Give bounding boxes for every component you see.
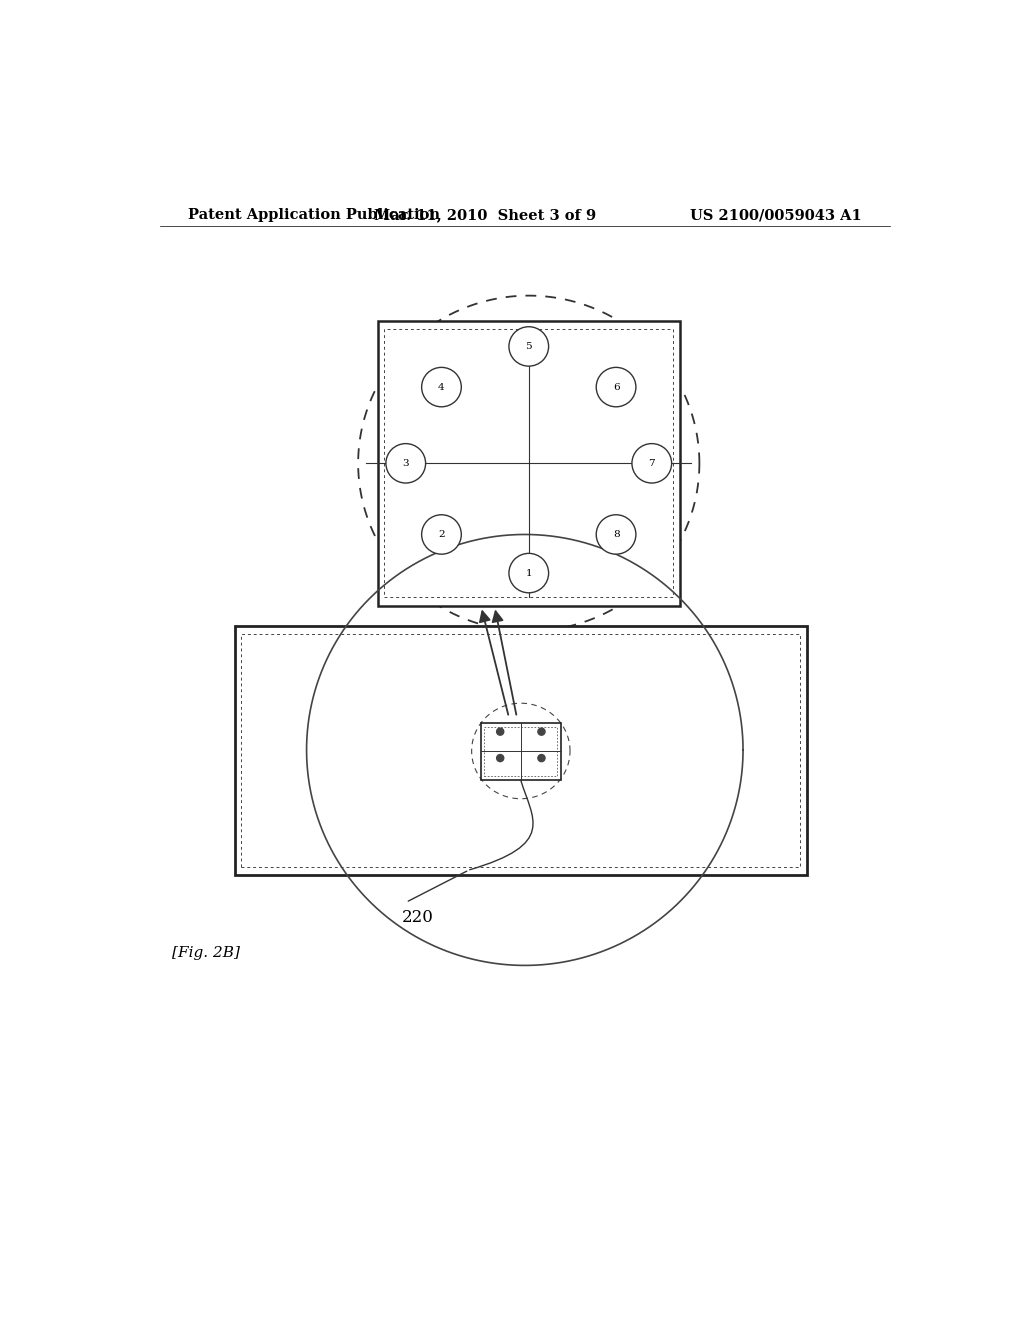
Text: 7: 7 — [648, 459, 655, 467]
Ellipse shape — [596, 515, 636, 554]
FancyArrowPatch shape — [493, 611, 516, 714]
Ellipse shape — [538, 729, 545, 735]
Ellipse shape — [509, 553, 549, 593]
Bar — [484, 726, 557, 776]
Text: 2: 2 — [438, 529, 444, 539]
Text: Patent Application Publication: Patent Application Publication — [187, 209, 439, 222]
Ellipse shape — [422, 515, 461, 554]
Ellipse shape — [386, 444, 426, 483]
Bar — [481, 722, 560, 780]
Ellipse shape — [422, 367, 461, 407]
Text: 8: 8 — [612, 529, 620, 539]
Ellipse shape — [509, 327, 549, 366]
Text: [Fig. 2B]: [Fig. 2B] — [172, 946, 240, 960]
Bar — [242, 634, 800, 867]
Bar — [378, 321, 680, 606]
Text: US 2100/0059043 A1: US 2100/0059043 A1 — [690, 209, 862, 222]
Text: 220: 220 — [401, 908, 434, 925]
Bar — [236, 626, 807, 875]
Ellipse shape — [538, 755, 545, 762]
Text: 3: 3 — [402, 459, 409, 467]
Text: 6: 6 — [612, 383, 620, 392]
Ellipse shape — [632, 444, 672, 483]
Text: 4: 4 — [438, 383, 444, 392]
Ellipse shape — [497, 729, 504, 735]
Ellipse shape — [497, 755, 504, 762]
Bar — [384, 329, 673, 598]
Text: Mar. 11, 2010  Sheet 3 of 9: Mar. 11, 2010 Sheet 3 of 9 — [374, 209, 596, 222]
Ellipse shape — [596, 367, 636, 407]
FancyArrowPatch shape — [480, 611, 508, 714]
Text: 5: 5 — [525, 342, 532, 351]
Text: 1: 1 — [525, 569, 532, 578]
